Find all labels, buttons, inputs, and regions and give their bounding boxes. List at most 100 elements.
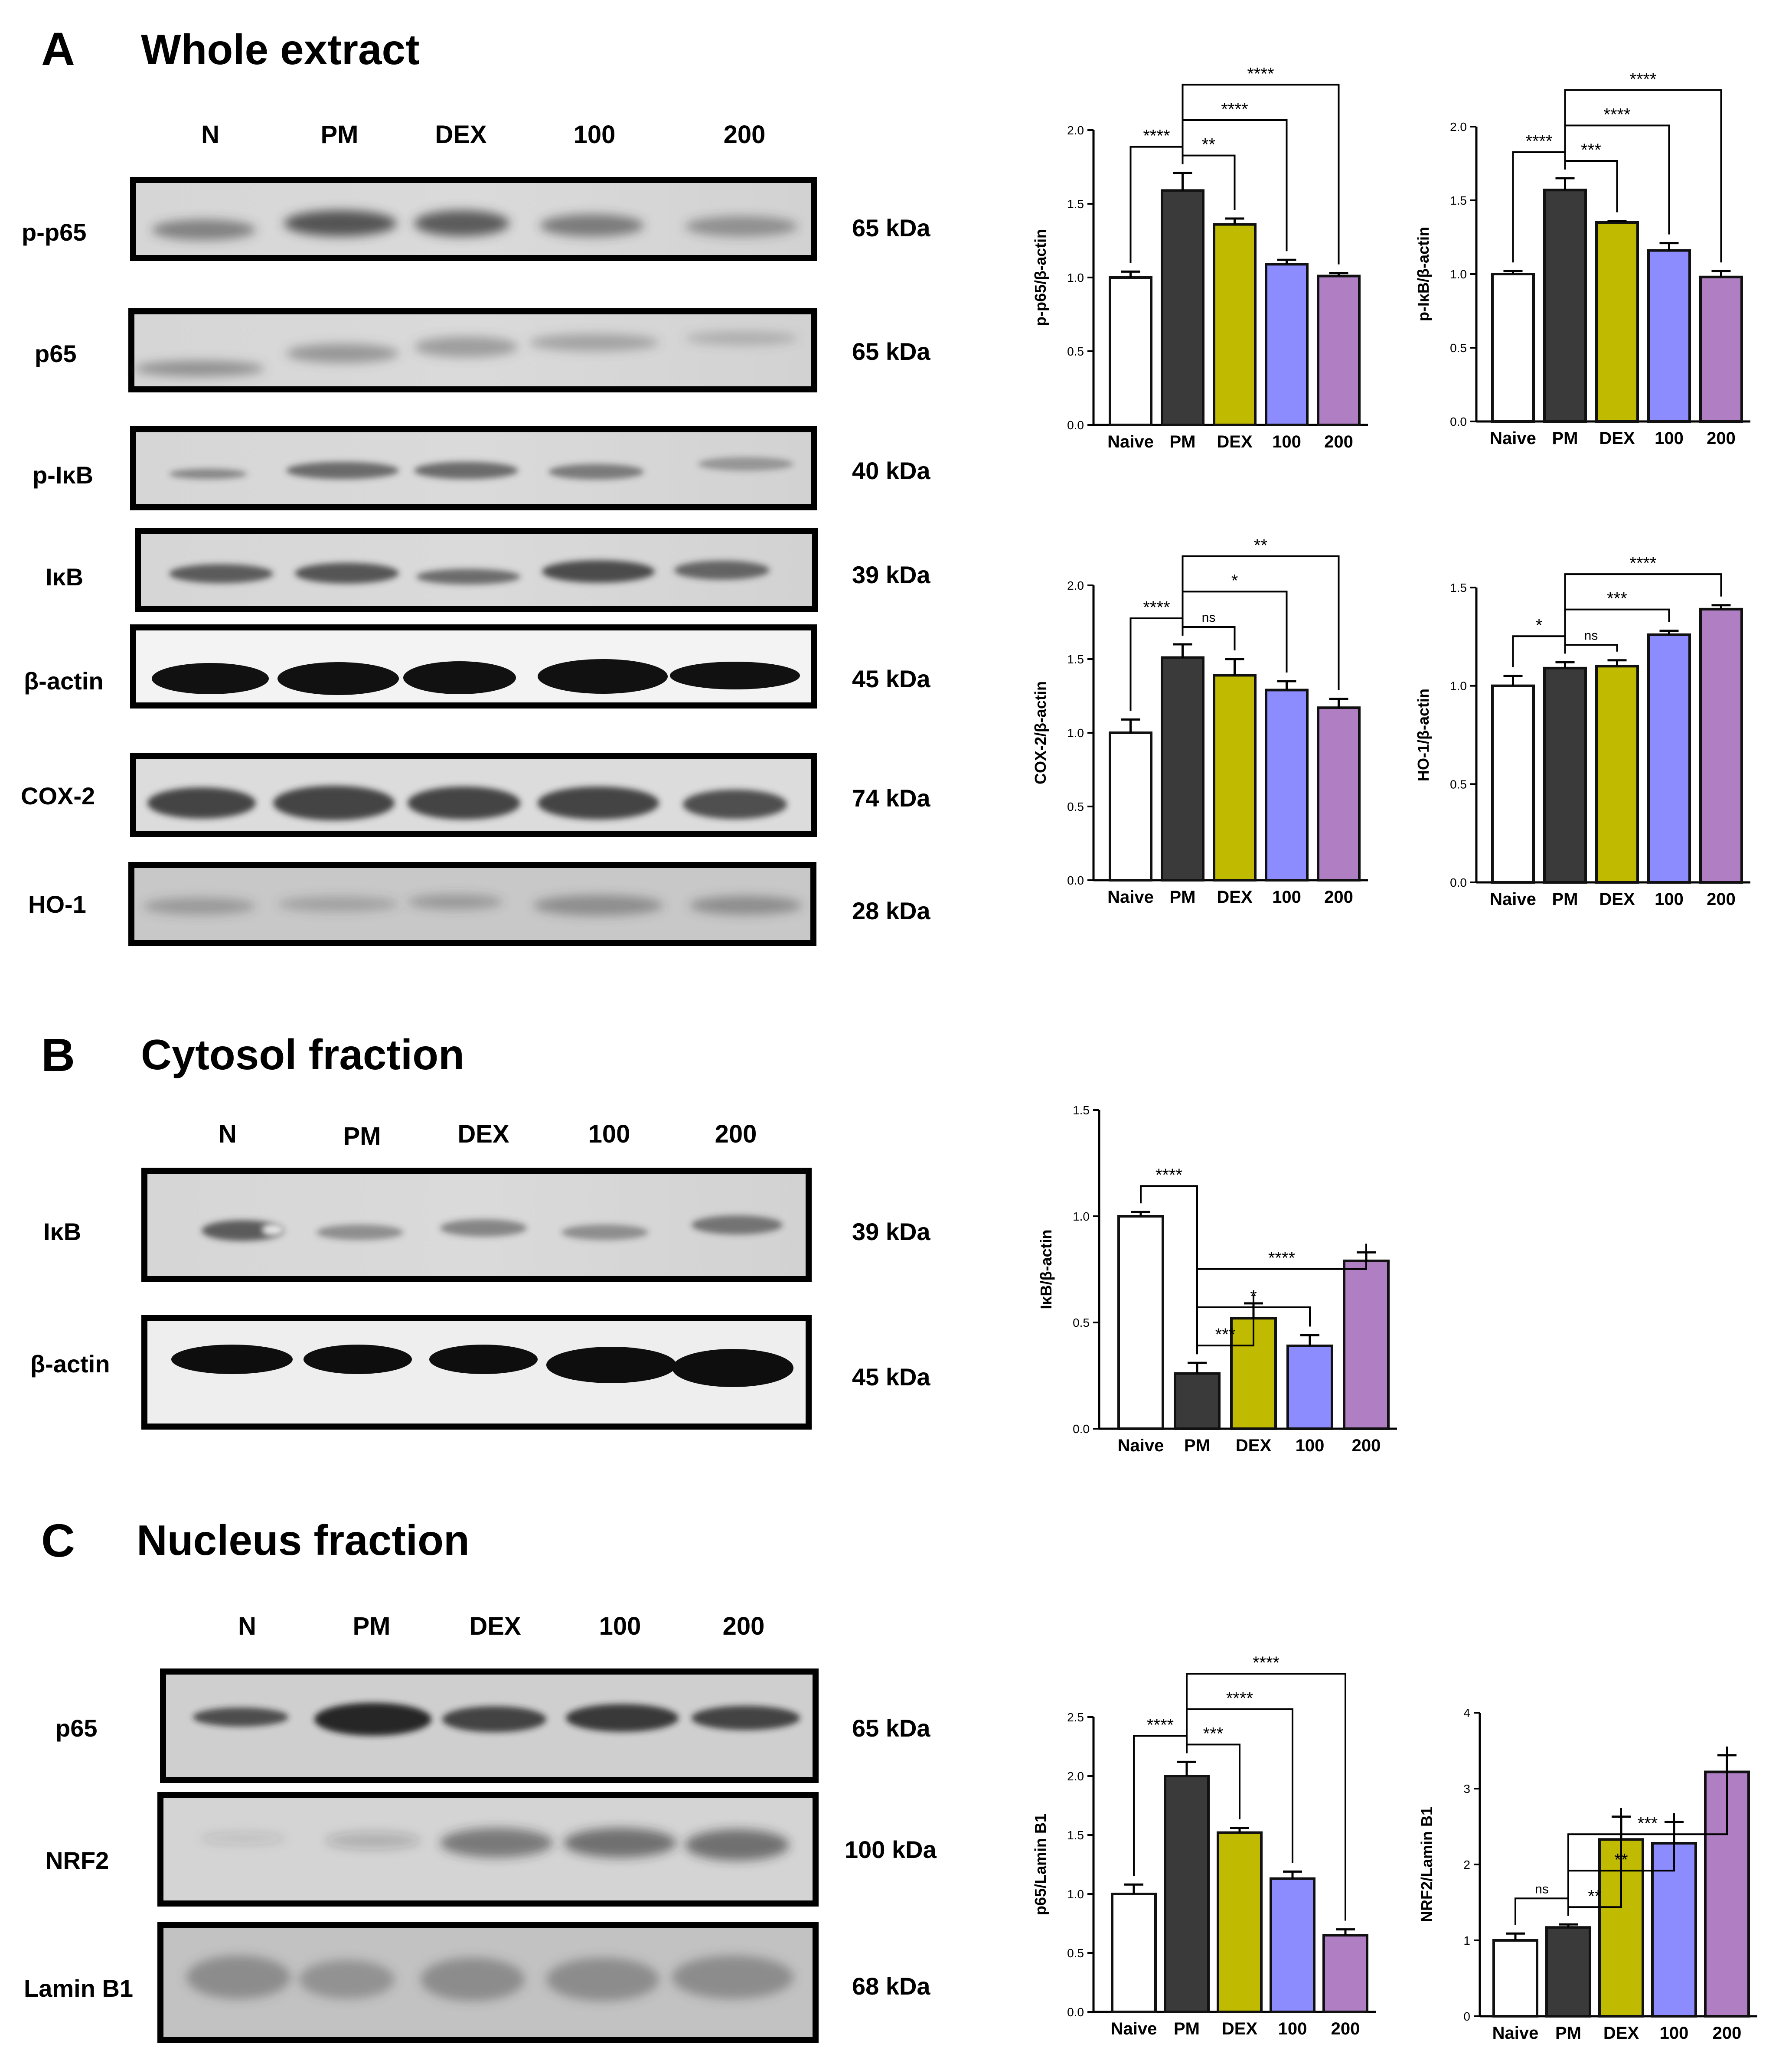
bar-pm — [1543, 189, 1587, 423]
blot-size-label: 65 kDa — [852, 214, 930, 242]
blot-protein-label: β-actin — [24, 667, 104, 695]
y-tick-label: 0.5 — [1450, 777, 1467, 791]
blot-protein-label: NRF2 — [46, 1847, 109, 1874]
panel-title-b: Cytosol fraction — [141, 1031, 464, 1078]
bar-dex — [1595, 221, 1639, 423]
panel-letter-c: C — [41, 1514, 75, 1567]
y-axis-label: p-IκB/β-actin — [1414, 227, 1432, 321]
significance-bracket — [1196, 1244, 1367, 1355]
y-tick-label: 1 — [1463, 1934, 1470, 1947]
significance-bracket — [1564, 89, 1722, 263]
blot-protein-label: β-actin — [30, 1350, 110, 1378]
x-tick-label: DEX — [1599, 429, 1635, 448]
y-tick-label: 2.5 — [1067, 1711, 1084, 1724]
y-tick-label: 0.0 — [1067, 2005, 1084, 2019]
lane-label: PM — [343, 1122, 381, 1150]
y-tick-label: 2 — [1463, 1858, 1470, 1871]
bar-pm — [1161, 189, 1204, 426]
blot-size-label: 100 kDa — [845, 1836, 937, 1863]
x-tick-label: 200 — [1324, 888, 1353, 907]
lane-label: 100 — [574, 121, 616, 149]
x-tick-label: DEX — [1217, 888, 1253, 907]
bar-pm — [1174, 1372, 1221, 1430]
significance-label: **** — [1221, 100, 1248, 119]
significance-label: * — [1250, 1287, 1257, 1306]
panel-letter-a: A — [41, 23, 75, 75]
x-tick-label: Naive — [1107, 888, 1154, 907]
y-tick-label: 0.5 — [1450, 341, 1467, 355]
blot-protein-label: p-IκB — [33, 461, 93, 489]
y-tick-label: 1.5 — [1067, 653, 1084, 666]
bar-naive — [1491, 273, 1535, 423]
y-tick-label: 1.5 — [1067, 197, 1084, 211]
x-tick-label: 200 — [1331, 2019, 1360, 2038]
significance-label: ns — [1584, 628, 1598, 643]
lane-label: DEX — [435, 121, 487, 149]
x-tick-label: DEX — [1222, 2019, 1258, 2038]
panel-title-a: Whole extract — [141, 26, 420, 73]
lane-label: N — [201, 121, 219, 149]
x-tick-label: Naive — [1492, 2024, 1539, 2043]
significance-bracket — [1182, 555, 1340, 690]
bar-100 — [1270, 1877, 1315, 2014]
significance-label: **** — [1525, 132, 1552, 151]
significance-bracket — [1186, 1673, 1346, 1921]
lane-label: N — [219, 1120, 237, 1148]
bar-200 — [1343, 1259, 1390, 1430]
x-tick-label: PM — [1555, 2024, 1581, 2043]
y-tick-label: 0.0 — [1450, 415, 1467, 428]
y-tick-label: 2.0 — [1450, 120, 1467, 134]
y-tick-label: 1.5 — [1073, 1104, 1090, 1117]
x-tick-label: DEX — [1603, 2024, 1639, 2043]
x-tick-label: Naive — [1490, 890, 1536, 909]
blot-strip-cox2 — [130, 753, 817, 837]
lane-label: 200 — [715, 1120, 757, 1148]
lane-label: 100 — [588, 1120, 630, 1148]
x-tick-label: Naive — [1118, 1436, 1164, 1455]
y-tick-label: 1.5 — [1450, 581, 1467, 594]
significance-label: **** — [1247, 64, 1274, 83]
x-tick-label: DEX — [1217, 432, 1253, 451]
y-tick-label: 1.0 — [1067, 271, 1084, 284]
x-tick-label: 200 — [1352, 1436, 1381, 1455]
significance-label: **** — [1155, 1166, 1182, 1185]
lane-label: 200 — [723, 1612, 765, 1640]
bar-naive — [1109, 731, 1152, 882]
significance-bracket — [1182, 626, 1236, 650]
significance-label: **** — [1147, 1715, 1174, 1734]
significance-label: ns — [1202, 611, 1216, 625]
significance-label: *** — [1215, 1325, 1236, 1344]
blot-size-label: 65 kDa — [852, 338, 930, 365]
x-tick-label: PM — [1170, 888, 1196, 907]
blot-size-label: 74 kDa — [852, 784, 930, 812]
x-tick-label: PM — [1170, 432, 1196, 451]
blot-protein-label: Lamin B1 — [24, 1975, 133, 2002]
y-axis-label: HO-1/β-actin — [1414, 689, 1432, 781]
significance-label: * — [1231, 571, 1238, 590]
y-tick-label: 0 — [1463, 2010, 1470, 2023]
bar-200 — [1699, 275, 1743, 423]
x-tick-label: 200 — [1713, 2024, 1742, 2043]
significance-label: **** — [1143, 127, 1170, 146]
y-tick-label: 0.5 — [1067, 1946, 1084, 1960]
y-tick-label: 1.0 — [1073, 1210, 1090, 1223]
blot-protein-label: COX-2 — [21, 782, 95, 810]
x-tick-label: 200 — [1324, 432, 1353, 451]
lane-label: DEX — [457, 1120, 509, 1148]
significance-bracket — [1564, 573, 1722, 654]
blot-size-label: 68 kDa — [852, 1972, 930, 2000]
bar-pm — [1543, 666, 1587, 884]
bar-200 — [1317, 274, 1361, 426]
x-tick-label: Naive — [1111, 2019, 1157, 2038]
bar-pm — [1164, 1775, 1210, 2013]
bar-100 — [1265, 689, 1309, 882]
y-tick-label: 3 — [1463, 1782, 1470, 1796]
x-tick-label: 100 — [1272, 432, 1301, 451]
blot-size-label: 39 kDa — [852, 1218, 930, 1245]
bar-100 — [1647, 249, 1691, 423]
y-tick-label: 0.0 — [1067, 874, 1084, 887]
bar-naive — [1492, 1939, 1538, 2018]
x-tick-label: 100 — [1660, 2024, 1689, 2043]
